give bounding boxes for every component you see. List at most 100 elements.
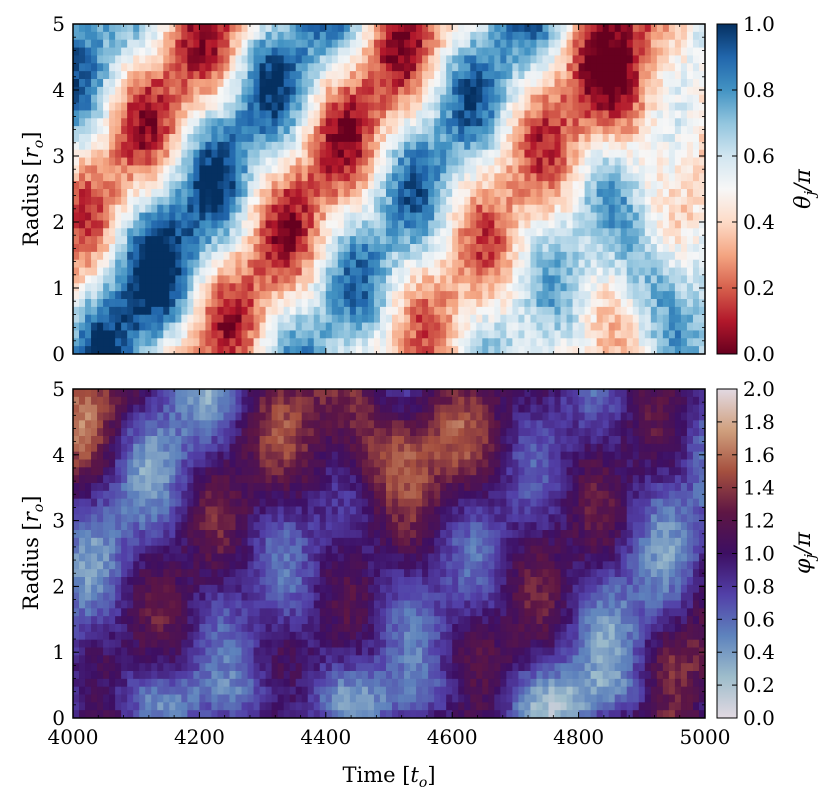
heatmap-cell — [373, 31, 381, 41]
heatmap-cell — [193, 47, 200, 57]
heatmap-cell — [404, 212, 411, 222]
heatmap-cell — [602, 165, 610, 174]
heatmap-cell — [97, 686, 104, 696]
heatmap-cell — [133, 71, 140, 80]
heatmap-cell — [506, 94, 513, 104]
heatmap-cell — [398, 291, 405, 300]
heatmap-cell — [361, 196, 369, 206]
heatmap-cell — [698, 149, 705, 159]
heatmap-cell — [686, 291, 694, 300]
heatmap-cell — [235, 338, 243, 347]
heatmap-cell — [253, 291, 261, 300]
heatmap-cell — [349, 314, 357, 324]
heatmap-cell — [379, 267, 387, 277]
heatmap-cell — [79, 498, 86, 508]
heatmap-cell — [506, 134, 513, 143]
heatmap-cell — [295, 204, 303, 214]
heatmap-cell — [79, 306, 86, 316]
heatmap-cell — [373, 126, 381, 135]
heatmap-cell — [536, 322, 544, 332]
heatmap-cell — [109, 639, 116, 649]
heatmap-cell — [416, 306, 423, 316]
heatmap-cell — [193, 330, 200, 339]
heatmap-cell — [385, 196, 393, 206]
heatmap-cell — [410, 220, 417, 229]
heatmap-cell — [518, 291, 526, 300]
heatmap-cell — [247, 173, 255, 182]
heatmap-cell — [127, 608, 134, 617]
heatmap-cell — [331, 283, 339, 292]
heatmap-cell — [512, 236, 520, 245]
heatmap-cell — [325, 283, 333, 292]
heatmap-cell — [337, 63, 345, 72]
heatmap-cell — [175, 55, 182, 64]
heatmap-cell — [626, 86, 634, 96]
heatmap-cell — [554, 244, 562, 253]
heatmap-cell — [680, 244, 688, 253]
heatmap-cell — [145, 212, 152, 222]
heatmap-cell — [482, 126, 489, 135]
heatmap-cell — [241, 102, 249, 112]
heatmap-cell — [343, 346, 351, 354]
heatmap-cell — [392, 306, 399, 316]
heatmap-cell — [572, 173, 580, 182]
heatmap-cell — [133, 275, 140, 284]
heatmap-cell — [115, 283, 122, 292]
heatmap-cell — [644, 102, 652, 112]
heatmap-cell — [79, 678, 86, 688]
heatmap-cell — [85, 530, 92, 539]
heatmap-cell — [698, 228, 705, 237]
heatmap-cell — [560, 212, 568, 222]
heatmap-cell — [422, 189, 429, 198]
heatmap-cell — [518, 283, 526, 292]
heatmap-cell — [115, 639, 122, 649]
heatmap-cell — [416, 71, 423, 80]
heatmap-cell — [247, 259, 255, 269]
heatmap-cell — [169, 165, 176, 174]
heatmap-cell — [319, 220, 327, 229]
heatmap-cell — [223, 204, 231, 214]
heatmap-cell — [97, 63, 104, 72]
heatmap-cell — [458, 251, 465, 261]
heatmap-cell — [464, 173, 471, 182]
heatmap-cell — [542, 275, 550, 284]
heatmap-cell — [103, 306, 110, 316]
heatmap-cell — [115, 404, 122, 414]
heatmap-cell — [325, 79, 333, 88]
heatmap-cell — [91, 322, 98, 332]
heatmap-cell — [271, 346, 279, 354]
heatmap-cell — [506, 196, 513, 206]
heatmap-cell — [271, 212, 279, 222]
heatmap-cell — [301, 79, 309, 88]
heatmap-cell — [440, 173, 447, 182]
heatmap-cell — [121, 655, 128, 664]
heatmap-cell — [379, 259, 387, 269]
heatmap-cell — [319, 306, 327, 316]
heatmap-cell — [79, 608, 86, 617]
heatmap-cell — [392, 267, 399, 277]
heatmap-cell — [133, 389, 140, 398]
heatmap-cell — [626, 134, 634, 143]
heatmap-cell — [506, 63, 513, 72]
heatmap-cell — [91, 118, 98, 127]
heatmap-cell — [91, 267, 98, 277]
heatmap-cell — [289, 275, 297, 284]
heatmap-cell — [211, 102, 219, 112]
heatmap-cell — [698, 141, 705, 151]
heatmap-cell — [464, 141, 471, 151]
heatmap-cell — [103, 102, 110, 112]
heatmap-cell — [247, 165, 255, 174]
heatmap-cell — [169, 149, 176, 159]
heatmap-cell — [295, 134, 303, 143]
heatmap-cell — [572, 322, 580, 332]
heatmap-cell — [103, 236, 110, 245]
heatmap-cell — [650, 79, 658, 88]
heatmap-cell — [379, 338, 387, 347]
heatmap-cell — [620, 118, 628, 127]
heatmap-cell — [470, 110, 477, 119]
heatmap-cell — [620, 31, 628, 41]
heatmap-cell — [325, 196, 333, 206]
heatmap-cell — [247, 39, 255, 49]
heatmap-cell — [121, 389, 128, 398]
heatmap-cell — [73, 537, 80, 547]
